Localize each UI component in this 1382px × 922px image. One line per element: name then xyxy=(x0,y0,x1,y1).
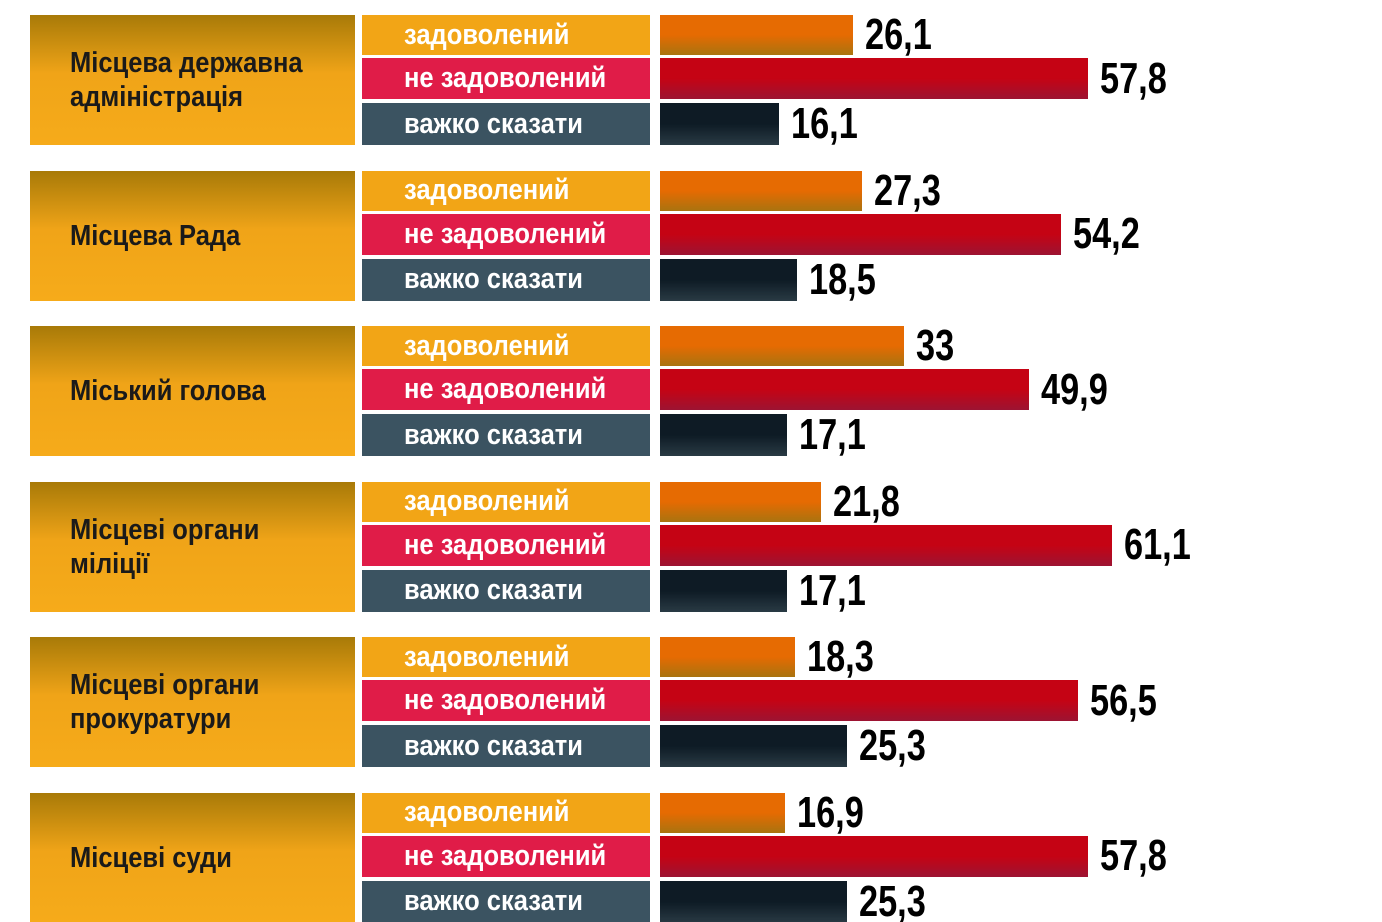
value-label: 25,3 xyxy=(859,721,927,770)
value-label: 54,2 xyxy=(1073,209,1140,258)
category-label: Місцеві органи міліції xyxy=(30,481,355,612)
bar xyxy=(660,170,863,211)
series-label: важко сказати xyxy=(362,880,650,922)
category-label: Міський голова xyxy=(30,326,355,456)
category-label: Місцеві органи прокуратури xyxy=(30,637,355,767)
category-label: Місцева Рада xyxy=(30,170,355,301)
series-label: задоволений xyxy=(362,637,650,677)
bar xyxy=(660,637,796,677)
series-label: не задоволений xyxy=(362,369,650,410)
series-label: не задоволений xyxy=(362,524,650,566)
series-label: не задоволений xyxy=(362,835,650,877)
series-label: важко сказати xyxy=(362,103,650,145)
series-label: важко сказати xyxy=(362,725,650,767)
bar xyxy=(660,524,1113,566)
bar xyxy=(660,835,1088,877)
bar xyxy=(660,213,1062,255)
value-label: 18,3 xyxy=(807,632,875,681)
value-label: 21,8 xyxy=(833,476,901,526)
bar xyxy=(660,58,1088,99)
series-label: не задоволений xyxy=(362,680,650,721)
bar xyxy=(660,481,822,522)
value-label: 49,9 xyxy=(1041,364,1109,414)
value-label: 57,8 xyxy=(1099,53,1167,103)
series-label: не задоволений xyxy=(362,213,650,255)
value-label: 26,1 xyxy=(865,10,932,59)
bar xyxy=(660,258,797,301)
value-label: 57,8 xyxy=(1099,831,1167,880)
value-label: 16,1 xyxy=(791,99,858,148)
series-label: задоволений xyxy=(362,326,650,366)
bar xyxy=(660,569,787,612)
category-label: Місцеві суди xyxy=(30,792,355,922)
value-label: 17,1 xyxy=(798,410,866,459)
value-label: 17,1 xyxy=(798,565,866,615)
value-label: 25,3 xyxy=(859,876,927,922)
bar xyxy=(660,369,1030,410)
value-label: 56,5 xyxy=(1090,675,1157,725)
bar xyxy=(660,680,1079,721)
value-label: 33 xyxy=(916,321,955,370)
bar xyxy=(660,15,854,55)
bar xyxy=(660,103,780,145)
value-label: 27,3 xyxy=(874,165,941,215)
series-label: задоволений xyxy=(362,170,650,211)
bar xyxy=(660,792,786,833)
bar xyxy=(660,326,905,366)
value-label: 16,9 xyxy=(797,787,864,837)
series-label: задоволений xyxy=(362,792,650,833)
value-label: 61,1 xyxy=(1124,520,1191,569)
bar xyxy=(660,880,848,922)
value-label: 18,5 xyxy=(808,254,876,304)
series-label: не задоволений xyxy=(362,58,650,99)
bar xyxy=(660,725,848,767)
series-label: важко сказати xyxy=(362,258,650,301)
series-label: задоволений xyxy=(362,15,650,55)
bar xyxy=(660,414,787,456)
series-label: важко сказати xyxy=(362,414,650,456)
category-label: Місцева державна адміністрація xyxy=(30,15,355,145)
series-label: задоволений xyxy=(362,481,650,522)
series-label: важко сказати xyxy=(362,569,650,612)
